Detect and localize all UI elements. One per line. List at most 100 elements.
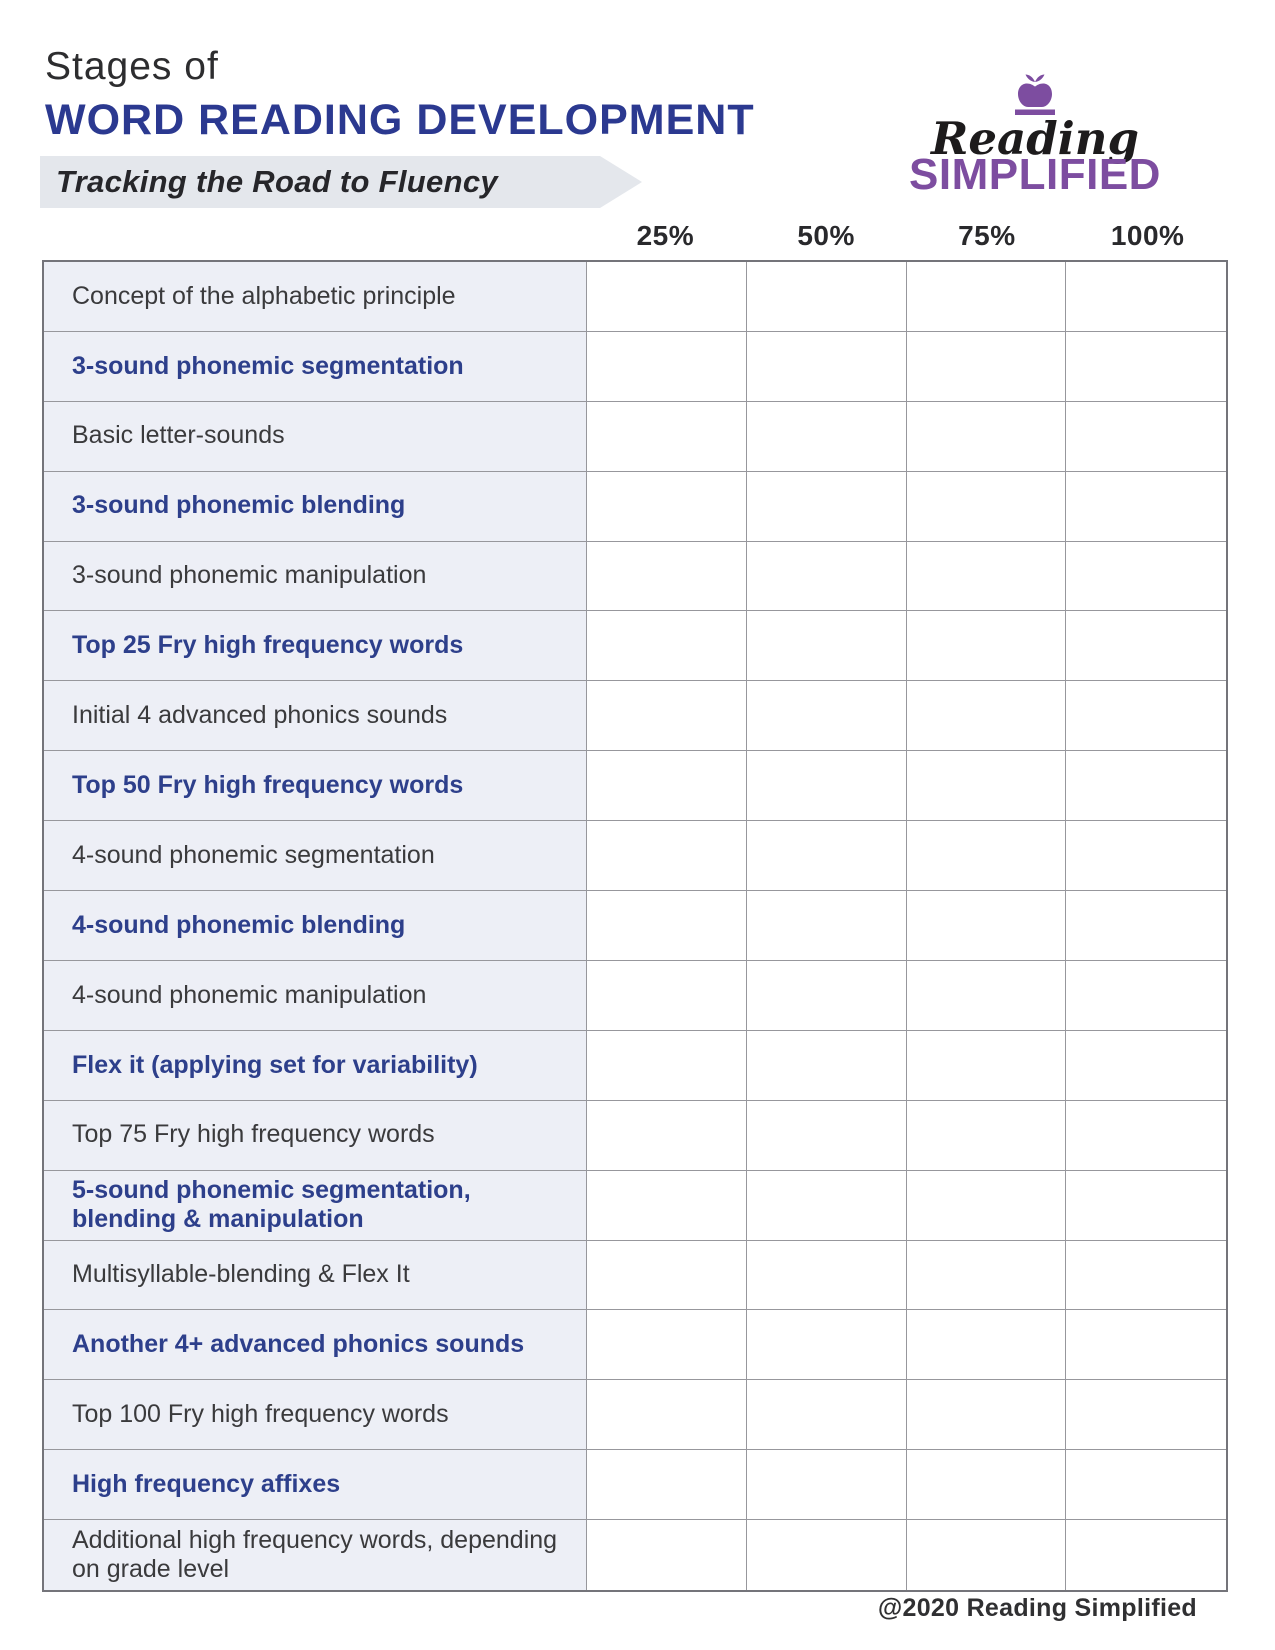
progress-cell-100pct[interactable]: [1066, 681, 1226, 752]
progress-cell-100pct[interactable]: [1066, 262, 1226, 332]
progress-cell-100pct[interactable]: [1066, 751, 1226, 822]
progress-cell-25pct[interactable]: [587, 1240, 747, 1311]
progress-cell-75pct[interactable]: [906, 331, 1067, 402]
progress-cell-75pct[interactable]: [906, 681, 1067, 752]
progress-cell-50pct[interactable]: [746, 471, 907, 542]
progress-cell-25pct[interactable]: [587, 471, 747, 542]
progress-cell-25pct[interactable]: [587, 1310, 747, 1381]
progress-cell-100pct[interactable]: [1066, 891, 1226, 961]
progress-cell-75pct[interactable]: [906, 262, 1067, 332]
progress-cell-75pct[interactable]: [906, 1520, 1067, 1590]
progress-cell-100pct[interactable]: [1066, 1030, 1226, 1101]
progress-cell-75pct[interactable]: [906, 960, 1067, 1031]
progress-cell-100pct[interactable]: [1066, 401, 1226, 472]
progress-cell-75pct[interactable]: [906, 891, 1067, 961]
skill-row-label: 3-sound phonemic manipulation: [44, 541, 587, 612]
progress-cell-50pct[interactable]: [746, 821, 907, 892]
column-header-25: 25%: [636, 220, 695, 251]
progress-cell-100pct[interactable]: [1066, 1520, 1226, 1590]
progress-cell-75pct[interactable]: [906, 611, 1067, 682]
progress-cell-50pct[interactable]: [746, 891, 907, 961]
subtitle-text: Tracking the Road to Fluency: [56, 164, 498, 199]
progress-cell-100pct[interactable]: [1066, 471, 1226, 542]
skill-row-label: Initial 4 advanced phonics sounds: [44, 681, 587, 752]
progress-cell-50pct[interactable]: [746, 541, 907, 612]
progress-cell-25pct[interactable]: [587, 1030, 747, 1101]
progress-cell-100pct[interactable]: [1066, 821, 1226, 892]
skill-row-label: Top 50 Fry high frequency words: [44, 751, 587, 822]
progress-cell-25pct[interactable]: [587, 681, 747, 752]
skill-row-label: 3-sound phonemic segmentation: [44, 331, 587, 402]
progress-cell-25pct[interactable]: [587, 1170, 747, 1241]
skill-row-label: 4-sound phonemic segmentation: [44, 821, 587, 892]
page-title-block: Stages of WORD READING DEVELOPMENT: [45, 45, 755, 144]
progress-cell-75pct[interactable]: [906, 1170, 1067, 1241]
progress-cell-100pct[interactable]: [1066, 1100, 1226, 1171]
brand-logo: Reading SIMPLIFIED: [865, 72, 1205, 197]
skill-row-label: 4-sound phonemic blending: [44, 891, 587, 961]
progress-cell-100pct[interactable]: [1066, 331, 1226, 402]
progress-cell-50pct[interactable]: [746, 751, 907, 822]
progress-cell-25pct[interactable]: [587, 751, 747, 822]
copyright-text: @2020 Reading Simplified: [877, 1594, 1197, 1622]
progress-cell-50pct[interactable]: [746, 611, 907, 682]
progress-cell-75pct[interactable]: [906, 1450, 1067, 1521]
progress-cell-25pct[interactable]: [587, 1450, 747, 1521]
progress-cell-75pct[interactable]: [906, 1240, 1067, 1311]
page-title: WORD READING DEVELOPMENT: [45, 95, 755, 144]
progress-cell-50pct[interactable]: [746, 681, 907, 752]
progress-cell-50pct[interactable]: [746, 262, 907, 332]
progress-cell-100pct[interactable]: [1066, 611, 1226, 682]
progress-cell-25pct[interactable]: [587, 401, 747, 472]
progress-cell-50pct[interactable]: [746, 1100, 907, 1171]
progress-cell-100pct[interactable]: [1066, 1310, 1226, 1381]
progress-cell-25pct[interactable]: [587, 541, 747, 612]
page-title-prefix: Stages of: [45, 45, 219, 88]
skill-row-label: 3-sound phonemic blending: [44, 471, 587, 542]
progress-cell-25pct[interactable]: [587, 1520, 747, 1590]
progress-cell-50pct[interactable]: [746, 1170, 907, 1241]
skill-row-label: Top 75 Fry high frequency words: [44, 1100, 587, 1171]
progress-cell-25pct[interactable]: [587, 821, 747, 892]
progress-cell-75pct[interactable]: [906, 1310, 1067, 1381]
progress-cell-75pct[interactable]: [906, 1100, 1067, 1171]
column-header-100: 100%: [1110, 220, 1185, 251]
column-header-50: 50%: [797, 220, 855, 251]
skill-row-label: Another 4+ advanced phonics sounds: [44, 1310, 587, 1381]
column-header-75: 75%: [958, 220, 1016, 251]
progress-cell-50pct[interactable]: [746, 960, 907, 1031]
progress-cell-25pct[interactable]: [587, 611, 747, 682]
progress-cell-25pct[interactable]: [587, 262, 747, 332]
progress-cell-75pct[interactable]: [906, 751, 1067, 822]
progress-cell-50pct[interactable]: [746, 1240, 907, 1311]
progress-cell-75pct[interactable]: [906, 1030, 1067, 1101]
progress-cell-75pct[interactable]: [906, 401, 1067, 472]
skill-row-label: 4-sound phonemic manipulation: [44, 960, 587, 1031]
progress-cell-100pct[interactable]: [1066, 960, 1226, 1031]
progress-cell-100pct[interactable]: [1066, 1450, 1226, 1521]
skill-row-label: Multisyllable-blending & Flex It: [44, 1240, 587, 1311]
progress-cell-50pct[interactable]: [746, 401, 907, 472]
tracking-table: Concept of the alphabetic principle 3-sou…: [42, 260, 1228, 1592]
progress-cell-75pct[interactable]: [906, 1380, 1067, 1451]
progress-cell-50pct[interactable]: [746, 1310, 907, 1381]
progress-cell-25pct[interactable]: [587, 1380, 747, 1451]
progress-cell-100pct[interactable]: [1066, 1240, 1226, 1311]
progress-cell-25pct[interactable]: [587, 331, 747, 402]
progress-cell-50pct[interactable]: [746, 331, 907, 402]
progress-cell-25pct[interactable]: [587, 960, 747, 1031]
progress-cell-50pct[interactable]: [746, 1450, 907, 1521]
progress-cell-75pct[interactable]: [906, 821, 1067, 892]
progress-cell-50pct[interactable]: [746, 1380, 907, 1451]
progress-cell-75pct[interactable]: [906, 541, 1067, 612]
progress-cell-100pct[interactable]: [1066, 541, 1226, 612]
progress-cell-100pct[interactable]: [1066, 1380, 1226, 1451]
progress-cell-100pct[interactable]: [1066, 1170, 1226, 1241]
progress-cell-25pct[interactable]: [587, 1100, 747, 1171]
progress-cell-75pct[interactable]: [906, 471, 1067, 542]
progress-cell-50pct[interactable]: [746, 1520, 907, 1590]
progress-cell-50pct[interactable]: [746, 1030, 907, 1101]
progress-cell-25pct[interactable]: [587, 891, 747, 961]
brand-name-script: Reading: [931, 112, 1139, 165]
subtitle-banner: Tracking the Road to Fluency: [40, 156, 642, 208]
